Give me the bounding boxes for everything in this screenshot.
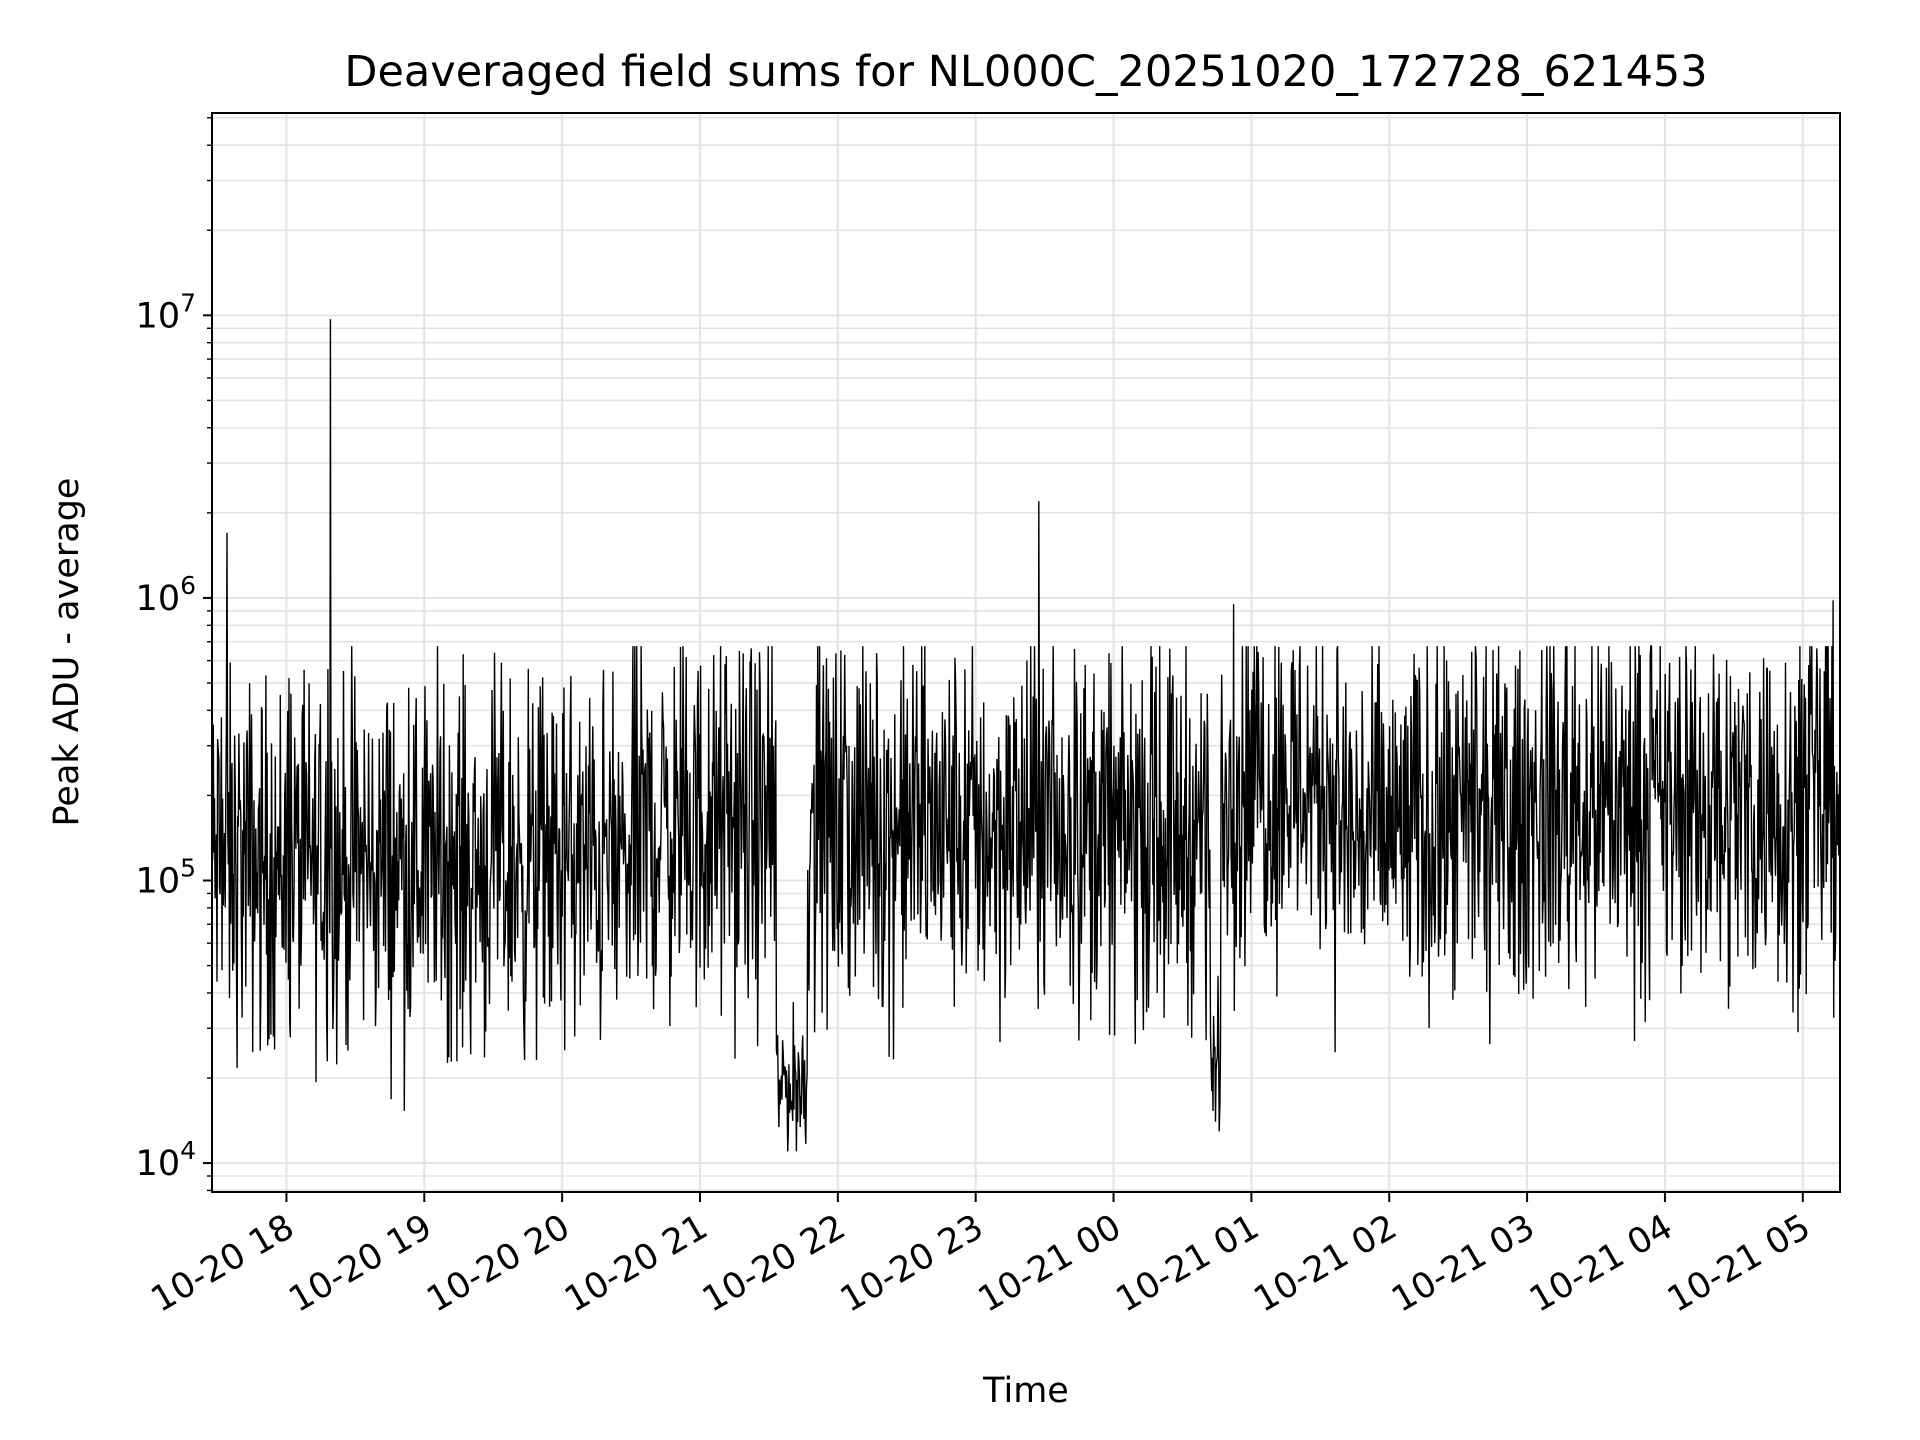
y-tick-base: 10: [136, 861, 181, 901]
y-tick-exponent: 4: [180, 1136, 196, 1165]
x-axis-label: Time: [982, 1371, 1069, 1411]
y-tick-base: 10: [136, 296, 181, 336]
y-tick-base: 10: [136, 1144, 181, 1184]
y-tick-label: 105: [136, 853, 196, 901]
y-tick-exponent: 7: [180, 288, 196, 317]
y-tick-label: 106: [136, 571, 196, 619]
plot-frame: [211, 112, 1841, 1193]
y-tick-label: 107: [136, 288, 196, 336]
y-tick-label: 104: [136, 1136, 196, 1184]
series-line: [211, 319, 1841, 1152]
y-tick-base: 10: [136, 579, 181, 619]
y-tick-exponent: 6: [180, 571, 196, 600]
y-axis-label: Peak ADU - average: [47, 478, 87, 827]
chart-title: Deaveraged field sums for NL000C_2025102…: [344, 47, 1707, 97]
y-tick-exponent: 5: [180, 853, 196, 882]
data-series: [211, 319, 1841, 1152]
